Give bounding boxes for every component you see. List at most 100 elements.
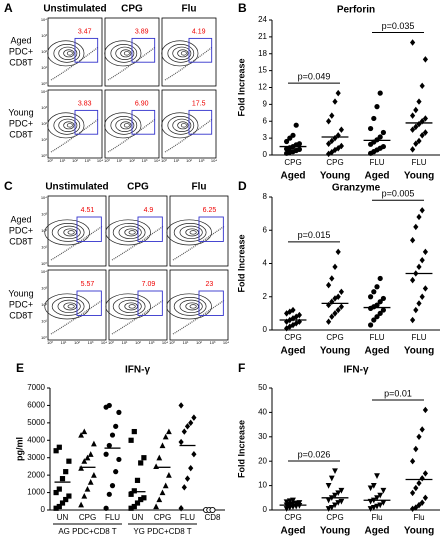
x-tick-label: FLU	[180, 513, 195, 522]
y-tick-label: 10²	[41, 228, 47, 233]
data-point	[109, 432, 116, 438]
x-tick-label: CD8	[204, 513, 221, 522]
contour	[128, 304, 136, 309]
data-point	[371, 317, 377, 323]
x-tick-label: 10³	[142, 158, 148, 163]
group-label: AG PDC+CD8 T	[58, 527, 116, 536]
data-point	[59, 476, 66, 482]
data-point	[413, 504, 419, 511]
data-point	[91, 440, 97, 447]
x-tick-label: CPG	[284, 158, 301, 167]
x-tick-label: UN	[132, 513, 144, 522]
row-label: Young	[8, 288, 33, 298]
data-point	[419, 475, 425, 482]
x-tick-label: 10⁰	[47, 340, 53, 345]
y-tick-label: 10¹	[41, 245, 47, 250]
contour	[120, 49, 132, 58]
data-point	[87, 479, 94, 485]
y-tick-label: 10⁴	[41, 195, 47, 200]
data-point	[156, 454, 163, 461]
gate-percentage: 17.5	[192, 100, 206, 107]
data-point	[380, 143, 386, 150]
contour	[57, 225, 81, 240]
data-point	[335, 145, 341, 152]
x-tick-label: 10⁴	[101, 340, 107, 345]
data-point	[156, 496, 163, 503]
x-tick-label: 10⁴	[154, 158, 160, 163]
data-point	[103, 451, 109, 457]
data-point	[290, 132, 296, 138]
data-point	[178, 505, 184, 512]
x-tick-label: CPG	[326, 333, 343, 342]
contour	[180, 51, 187, 56]
data-point	[325, 506, 332, 512]
data-point	[419, 426, 425, 433]
chart-title: Perforin	[337, 5, 375, 16]
x-tick-label: Flu	[371, 513, 382, 522]
y-tick-label: 4000	[27, 435, 45, 444]
data-point	[380, 307, 386, 313]
data-point	[138, 496, 144, 503]
x-tick-label: 10¹	[60, 158, 66, 163]
data-point	[106, 491, 112, 497]
data-point	[78, 501, 84, 508]
panel-letter: B	[238, 1, 247, 15]
x-tick-label: FLU	[411, 333, 426, 342]
x-tick-label: 10¹	[117, 158, 123, 163]
data-point	[159, 442, 166, 449]
contour	[173, 223, 207, 242]
x-group-label: Young	[320, 171, 350, 182]
data-point	[422, 406, 428, 414]
data-point	[326, 150, 332, 158]
data-point	[368, 294, 374, 300]
column-header: Flu	[192, 182, 207, 193]
y-tick-label: 5000	[27, 418, 45, 427]
data-point	[328, 475, 335, 482]
contour	[110, 44, 138, 63]
data-point	[338, 142, 344, 150]
contour	[185, 228, 199, 237]
gate-percentage: 23	[206, 281, 214, 288]
y-tick-label: 10³	[41, 212, 47, 217]
data-point	[296, 311, 302, 319]
data-point	[284, 138, 290, 145]
contour	[105, 219, 151, 246]
contour	[161, 112, 199, 139]
contour	[124, 302, 138, 311]
y-tick-label: 1000	[27, 488, 45, 497]
data-point	[326, 140, 332, 147]
x-tick-label: 10²	[72, 158, 78, 163]
data-point	[53, 505, 59, 511]
data-point	[184, 475, 191, 482]
contour	[179, 299, 203, 314]
column-header: CPG	[121, 4, 143, 15]
data-point	[128, 491, 134, 497]
x-tick-label: CPG	[326, 513, 343, 522]
x-tick-label: 10¹	[174, 158, 180, 163]
contour	[118, 225, 142, 240]
y-axis-label: pg/ml	[14, 437, 24, 461]
panel-letter: E	[16, 361, 24, 375]
data-point	[78, 431, 84, 438]
data-point	[422, 248, 428, 256]
data-point	[141, 495, 147, 501]
row-label: PDC+	[9, 299, 33, 309]
data-point	[81, 492, 88, 499]
data-point	[284, 325, 290, 332]
p-value: p=0.026	[298, 449, 331, 459]
event-cloud	[50, 46, 99, 81]
data-point	[329, 137, 335, 145]
contour	[63, 49, 75, 58]
y-tick-label: 0	[263, 150, 268, 159]
data-point	[419, 82, 425, 90]
y-tick-label: 10¹	[41, 137, 47, 142]
data-point	[335, 490, 342, 497]
contour	[128, 230, 136, 235]
y-tick-label: 21	[258, 32, 267, 41]
data-point	[332, 263, 338, 271]
x-tick-label: Flu	[413, 513, 424, 522]
event-cloud	[50, 299, 103, 335]
data-point	[422, 470, 428, 477]
data-point	[290, 497, 296, 504]
